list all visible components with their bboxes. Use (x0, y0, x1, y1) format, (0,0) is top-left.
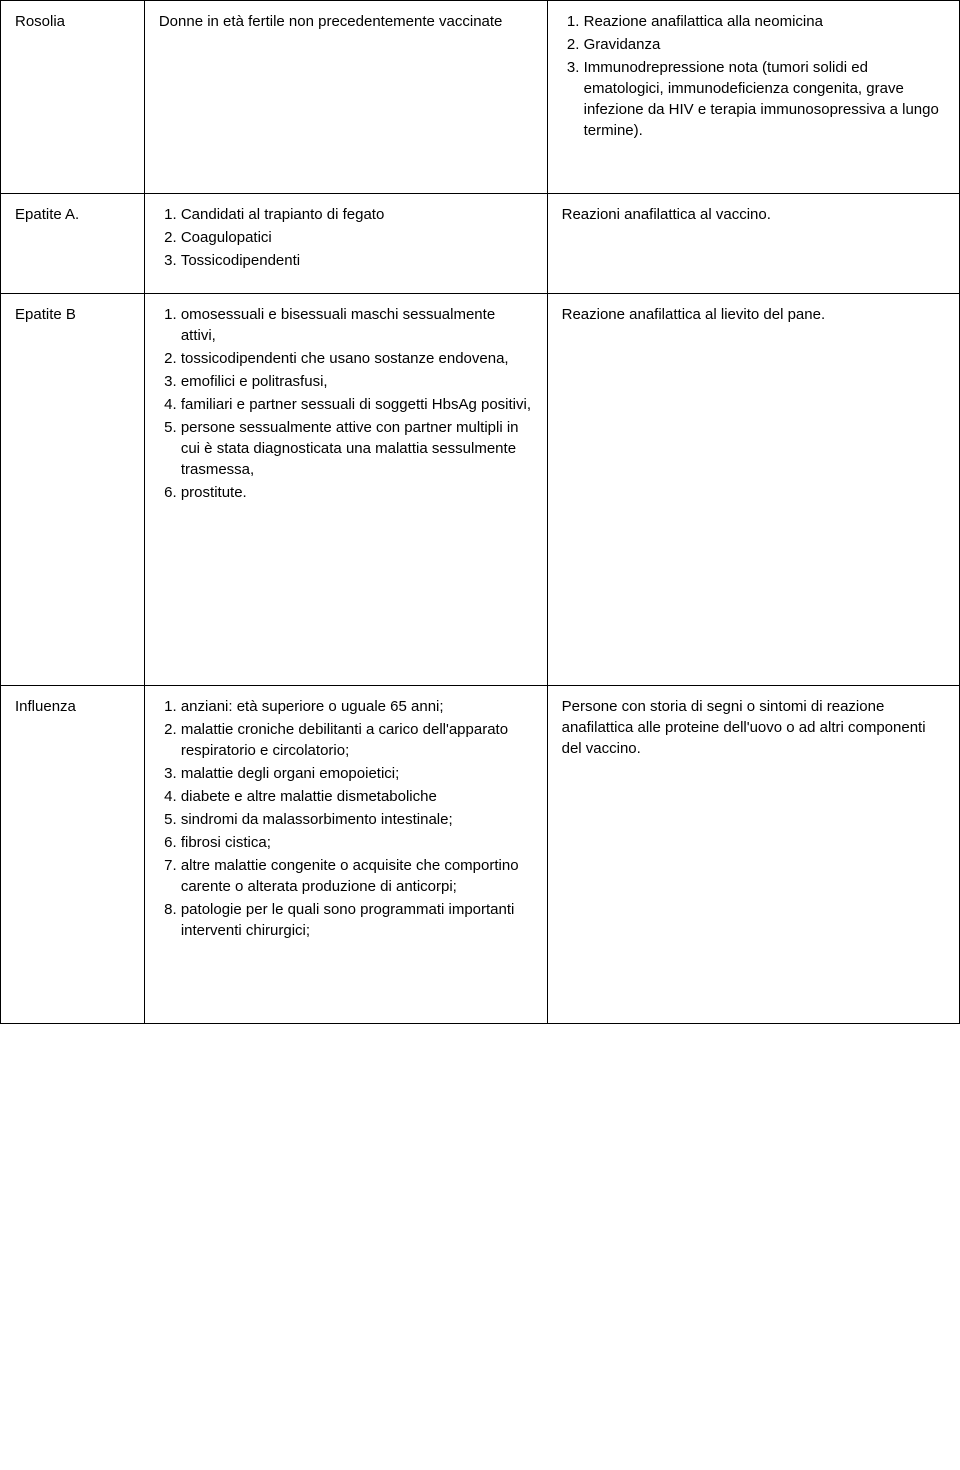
list-item: Reazione anafilattica alla neomicina (584, 11, 945, 32)
cell-text: Reazioni anafilattica al vaccino. (562, 206, 771, 223)
list-item: emofilici e politrasfusi, (181, 371, 533, 392)
cell-indication: Donne in età fertile non precedentemente… (144, 1, 547, 194)
table-row: Influenza anziani: età superiore o ugual… (1, 686, 960, 1024)
list-item: omosessuali e bisessuali maschi sessualm… (181, 304, 533, 346)
table-row: Epatite A. Candidati al trapianto di feg… (1, 194, 960, 294)
list-item: fibrosi cistica; (181, 832, 533, 853)
cell-disease: Rosolia (1, 1, 145, 194)
list-item: anziani: età superiore o uguale 65 anni; (181, 696, 533, 717)
list-item: diabete e altre malattie dismetaboliche (181, 786, 533, 807)
cell-text: Reazione anafilattica al lievito del pan… (562, 306, 826, 323)
cell-text: Donne in età fertile non precedentemente… (159, 13, 503, 30)
list-item: persone sessualmente attive con partner … (181, 417, 533, 480)
list-item: Gravidanza (584, 34, 945, 55)
table-row: Rosolia Donne in età fertile non precede… (1, 1, 960, 194)
indication-list: anziani: età superiore o uguale 65 anni;… (159, 696, 533, 941)
cell-contraindication: Reazione anafilattica al lievito del pan… (547, 294, 959, 686)
list-item: tossicodipendenti che usano sostanze end… (181, 348, 533, 369)
list-item: familiari e partner sessuali di soggetti… (181, 394, 533, 415)
list-item: Candidati al trapianto di fegato (181, 204, 533, 225)
list-item: altre malattie congenite o acquisite che… (181, 855, 533, 897)
list-item: patologie per le quali sono programmati … (181, 899, 533, 941)
cell-indication: omosessuali e bisessuali maschi sessualm… (144, 294, 547, 686)
contraindication-list: Reazione anafilattica alla neomicina Gra… (562, 11, 945, 141)
vaccination-table: Rosolia Donne in età fertile non precede… (0, 0, 960, 1024)
list-item: malattie croniche debilitanti a carico d… (181, 719, 533, 761)
cell-disease: Influenza (1, 686, 145, 1024)
cell-indication: Candidati al trapianto di fegato Coagulo… (144, 194, 547, 294)
list-item: Coagulopatici (181, 227, 533, 248)
cell-contraindication: Reazioni anafilattica al vaccino. (547, 194, 959, 294)
list-item: sindromi da malassorbimento intestinale; (181, 809, 533, 830)
indication-list: omosessuali e bisessuali maschi sessualm… (159, 304, 533, 503)
indication-list: Candidati al trapianto di fegato Coagulo… (159, 204, 533, 271)
cell-disease: Epatite B (1, 294, 145, 686)
list-item: prostitute. (181, 482, 533, 503)
cell-text: Persone con storia di segni o sintomi di… (562, 698, 926, 757)
list-item: Tossicodipendenti (181, 250, 533, 271)
cell-contraindication: Persone con storia di segni o sintomi di… (547, 686, 959, 1024)
list-item: Immunodrepressione nota (tumori solidi e… (584, 57, 945, 141)
cell-contraindication: Reazione anafilattica alla neomicina Gra… (547, 1, 959, 194)
list-item: malattie degli organi emopoietici; (181, 763, 533, 784)
table-row: Epatite B omosessuali e bisessuali masch… (1, 294, 960, 686)
cell-disease: Epatite A. (1, 194, 145, 294)
cell-indication: anziani: età superiore o uguale 65 anni;… (144, 686, 547, 1024)
